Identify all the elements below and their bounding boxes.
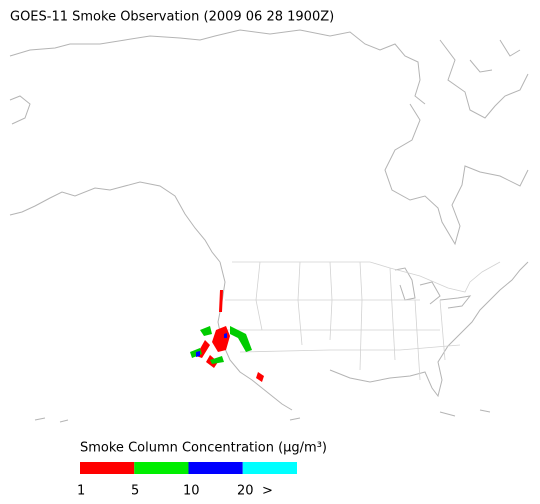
smoke-green — [190, 326, 252, 364]
colorbar-segment — [134, 462, 189, 474]
great-lakes — [394, 267, 472, 309]
arctic-coast — [9, 29, 426, 105]
islands — [34, 409, 491, 423]
smoke-blue — [196, 333, 227, 357]
hudson-bay — [384, 103, 529, 246]
colorbar-tick-label: 20 — [237, 484, 254, 499]
us-borders — [222, 261, 501, 381]
greenland — [439, 39, 529, 119]
map-title: GOES-11 Smoke Observation (2009 06 28 19… — [10, 10, 334, 25]
smoke-plume — [190, 290, 264, 382]
legend-title: Smoke Column Concentration (μg/m³) — [80, 441, 327, 456]
colorbar-tick-label: 10 — [183, 484, 200, 499]
colorbar: 1 5 10 20 > — [77, 462, 297, 499]
alaska-coast — [9, 95, 221, 263]
colorbar-segment — [80, 462, 135, 474]
colorbar-tick-label: 1 — [77, 484, 85, 499]
colorbar-segment — [242, 462, 297, 474]
colorbar-tick-label: > — [262, 484, 273, 499]
colorbar-segment — [188, 462, 243, 474]
basemap — [9, 29, 529, 423]
colorbar-tick-label: 5 — [131, 484, 139, 499]
smoke-red — [196, 290, 264, 382]
gulf-coast — [329, 261, 529, 398]
